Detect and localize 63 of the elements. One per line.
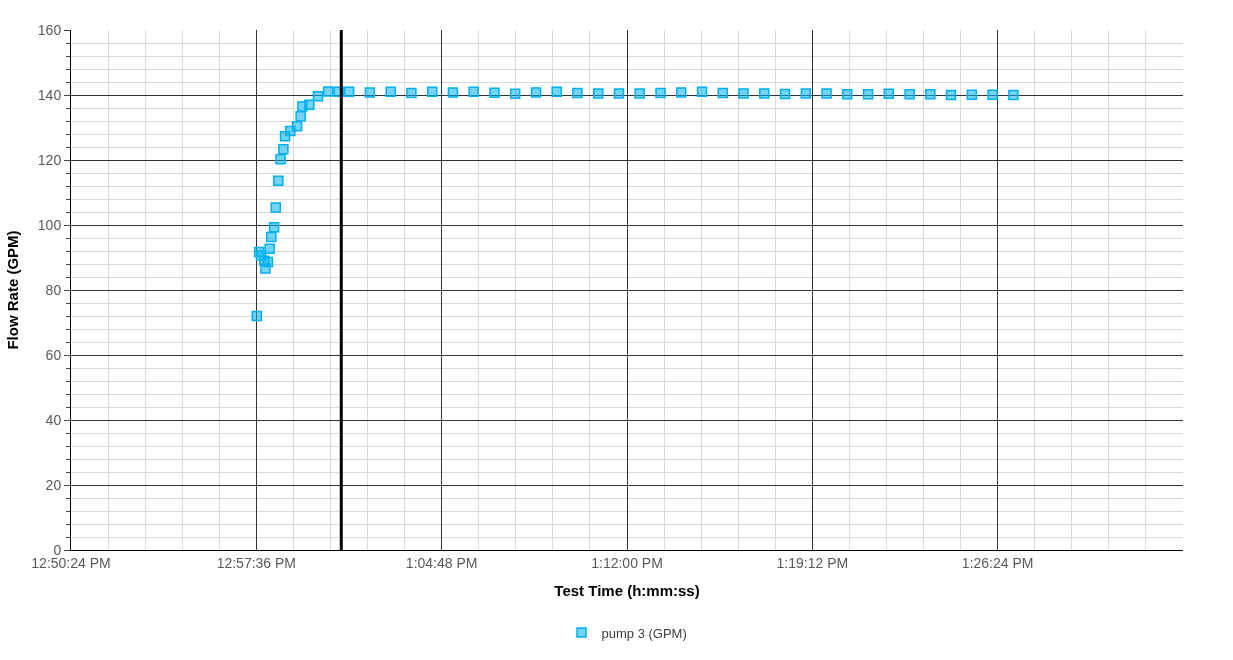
legend-label: pump 3 (GPM)	[601, 625, 687, 641]
y-tick-label: 160	[37, 21, 62, 38]
y-axis-title: Flow Rate (GPM)	[4, 230, 22, 350]
point	[304, 99, 315, 110]
point	[251, 310, 263, 322]
point	[945, 89, 957, 101]
point	[262, 256, 274, 268]
x-tick-label: 1:26:24 PM	[961, 554, 1034, 571]
point	[343, 86, 355, 97]
x-axis-title: Test Time (h:mm:ss)	[554, 581, 700, 599]
x-tick-label: 1:19:12 PM	[776, 554, 849, 571]
x-tick-label: 1:04:48 PM	[405, 554, 478, 571]
point	[675, 87, 687, 98]
point	[593, 88, 604, 99]
point	[268, 222, 280, 233]
point	[295, 110, 306, 122]
y-tick-label: 20	[45, 476, 62, 493]
point	[966, 89, 978, 100]
point	[759, 88, 770, 99]
point	[278, 144, 289, 155]
point	[489, 87, 500, 98]
point	[275, 154, 286, 165]
y-tick-label: 140	[37, 86, 62, 103]
point	[266, 231, 277, 243]
point	[904, 89, 915, 100]
point	[883, 88, 895, 99]
point	[312, 91, 324, 102]
y-tick-label: 80	[45, 281, 62, 298]
point	[717, 87, 729, 99]
point	[264, 243, 275, 254]
point	[925, 89, 936, 100]
point	[1008, 89, 1019, 101]
point	[509, 88, 521, 99]
point	[323, 86, 334, 97]
point	[841, 89, 853, 100]
point	[427, 86, 438, 97]
point	[406, 87, 417, 99]
point	[270, 202, 282, 213]
point	[530, 87, 542, 98]
x-tick-label: 1:12:00 PM	[591, 554, 663, 571]
point	[291, 120, 303, 132]
point	[862, 89, 874, 100]
point	[696, 86, 708, 97]
point	[800, 88, 812, 99]
point	[634, 88, 645, 99]
y-tick-label: 60	[45, 346, 62, 363]
point	[572, 87, 583, 99]
point	[738, 88, 749, 99]
y-tick-label: 40	[45, 411, 62, 428]
point	[551, 86, 562, 97]
point	[655, 87, 666, 99]
point	[987, 89, 998, 100]
x-tick-label: 12:57:36 PM	[216, 554, 297, 571]
point	[364, 87, 376, 98]
y-tick-label: 120	[37, 151, 62, 168]
point	[447, 87, 459, 98]
point	[385, 86, 396, 97]
point	[468, 86, 479, 97]
y-tick-label: 100	[37, 216, 62, 233]
point	[613, 88, 625, 99]
point	[821, 88, 832, 99]
point	[779, 88, 791, 100]
point	[273, 175, 284, 187]
